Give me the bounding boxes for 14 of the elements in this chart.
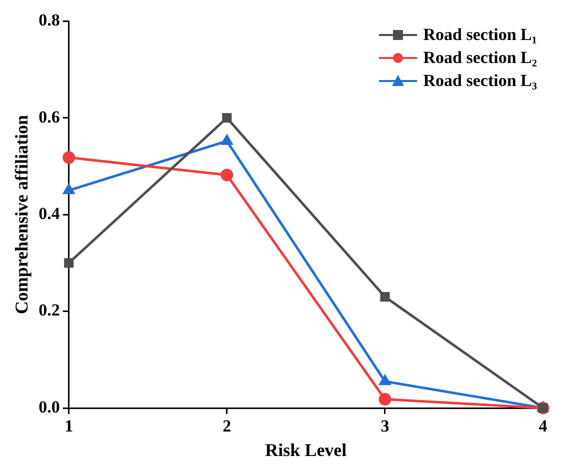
x-tick-label: 2 <box>222 416 232 436</box>
x-axis-title: Risk Level <box>265 440 347 460</box>
y-tick-label: 0.6 <box>38 107 60 126</box>
y-tick-label: 0.4 <box>38 204 60 223</box>
legend-label: Road section L₃ <box>423 70 537 92</box>
y-axis-title: Comprehensive affiliation <box>11 115 32 314</box>
y-tick-label: 0.8 <box>38 10 60 30</box>
x-tick-label: 3 <box>380 416 390 436</box>
x-tick-label: 4 <box>538 416 548 436</box>
y-tick-label: 0.2 <box>38 300 60 320</box>
x-tick-label: 1 <box>64 416 74 436</box>
legend-label: Road section L₂ <box>423 47 537 70</box>
y-tick-label: 0.0 <box>38 397 60 416</box>
legend-label: Road section L₁ <box>423 24 537 46</box>
